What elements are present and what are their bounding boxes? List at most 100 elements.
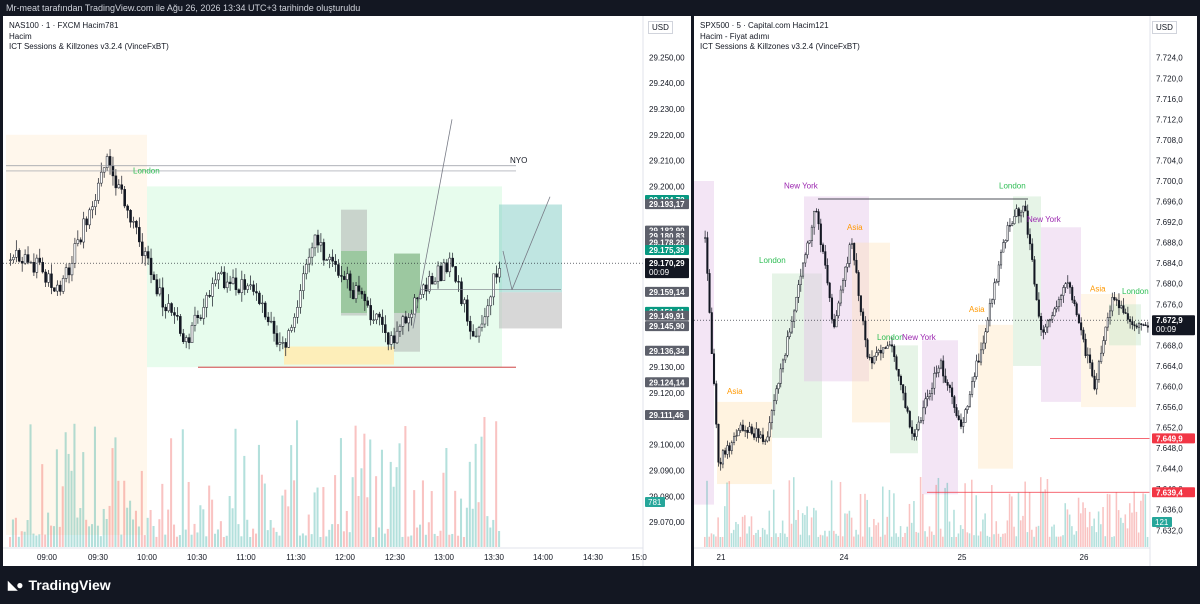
volume-bar: [1133, 491, 1135, 547]
volume-bar: [979, 531, 982, 547]
volume-bar: [471, 508, 474, 547]
candle-body: [44, 271, 47, 283]
candle-body: [410, 313, 413, 318]
price-tick-label: 29.250,00: [649, 53, 685, 62]
price-tick-label: 29.090,00: [649, 466, 685, 475]
volume-bar: [462, 536, 465, 547]
spx500-currency-button[interactable]: USD: [1152, 21, 1177, 34]
spx500-chart-panel[interactable]: Asia London New York Asia London New York Asia…: [694, 16, 1197, 566]
volume-bar: [768, 510, 771, 547]
candle-body: [146, 251, 150, 259]
volume-bar: [167, 509, 170, 547]
volume-bar: [32, 533, 35, 547]
candle-body: [184, 337, 188, 342]
nas100-chart-svg[interactable]: London NYO 29.250,00 29.240,00 29.230,00 29.2…: [3, 16, 691, 566]
volume-bar: [882, 486, 884, 547]
candle-body: [1124, 312, 1127, 314]
nas100-symbol-title[interactable]: NAS100 · 1 · FXCM: [9, 21, 81, 30]
volume-bar: [819, 534, 822, 547]
volume-bar: [1146, 536, 1149, 547]
candle-body: [906, 407, 909, 412]
volume-bar: [468, 461, 471, 547]
time-tick-label: 12:00: [335, 553, 356, 562]
spx500-sessions-indicator[interactable]: ICT Sessions & Killzones v3.2.4 (VinceFx…: [700, 42, 860, 51]
tradingview-logo[interactable]: ◣● TradingView: [8, 577, 111, 593]
volume-bar: [140, 470, 143, 547]
candle-body: [1017, 208, 1020, 217]
volume-bar: [1011, 496, 1013, 547]
candle-body: [425, 284, 428, 292]
volume-bar: [757, 529, 759, 547]
candle-body: [944, 375, 947, 383]
candle-body: [1131, 321, 1134, 326]
volume-bar: [442, 472, 445, 547]
candle-body: [217, 273, 220, 281]
candle-body: [919, 420, 922, 423]
volume-bar: [790, 523, 793, 547]
volume-bar: [222, 536, 225, 547]
session-label: Asia: [969, 305, 985, 314]
candle-body: [181, 333, 185, 342]
candle-body: [287, 330, 290, 348]
candle-body: [915, 429, 918, 437]
candle-body: [857, 272, 860, 296]
spx500-volume-indicator[interactable]: Hacim - Fiyat adımı: [700, 31, 770, 41]
volume-bar: [850, 517, 853, 547]
nas100-currency-button[interactable]: USD: [648, 21, 673, 34]
volume-bar: [910, 522, 913, 547]
price-tick-label: 7.712,0: [1156, 115, 1183, 124]
volume-bar: [752, 535, 755, 547]
volume-bar: [454, 490, 457, 547]
candle-body: [401, 316, 405, 327]
price-label-text: 29.111,46: [649, 411, 684, 420]
volume-bar: [114, 437, 117, 547]
time-tick-label: 14:30: [583, 553, 604, 562]
session-box: [394, 253, 420, 313]
volume-bar: [351, 477, 354, 547]
volume-bar: [76, 517, 79, 547]
volume-bar: [704, 536, 706, 547]
candle-body: [1113, 297, 1116, 300]
volume-bar: [826, 536, 828, 547]
candle-body: [261, 302, 264, 305]
volume-bar: [313, 492, 316, 547]
candle-body: [868, 356, 871, 359]
nas100-volume-indicator[interactable]: Hacim: [9, 31, 32, 41]
candle-body: [404, 316, 408, 324]
volume-bar: [20, 531, 23, 547]
volume-bar: [372, 536, 375, 547]
candle-body: [161, 287, 165, 308]
volume-bar: [173, 524, 176, 547]
candle-body: [322, 242, 326, 261]
candle-body: [1062, 287, 1065, 296]
candle-body: [935, 372, 938, 374]
spx500-symbol-title[interactable]: SPX500 · 5 · Capital.com: [700, 21, 791, 30]
volume-bar: [120, 534, 123, 547]
price-label-text: 29.178,28: [649, 239, 685, 248]
volume-bar: [1097, 511, 1100, 547]
price-label-text: 29.124,14: [649, 378, 685, 387]
volume-bar: [846, 513, 848, 547]
candle-body: [737, 430, 740, 437]
volume-bar: [430, 491, 433, 547]
volume-bar: [726, 482, 728, 547]
candle-body: [392, 335, 396, 344]
volume-bar: [1039, 477, 1042, 547]
nas100-sessions-indicator[interactable]: ICT Sessions & Killzones v3.2.4 (VinceFx…: [9, 42, 169, 51]
candle-body: [1133, 324, 1136, 327]
candle-body: [1104, 326, 1107, 341]
candle-body: [819, 223, 822, 245]
volume-bar: [143, 535, 146, 547]
volume-bar: [1117, 510, 1120, 547]
volume-bar: [44, 534, 47, 547]
candle-body: [911, 426, 914, 434]
volume-bar: [263, 483, 266, 547]
volume-bar: [728, 481, 731, 547]
candle-body: [951, 387, 954, 397]
nas100-chart-panel[interactable]: London NYO 29.250,00 29.240,00 29.230,00 29.2…: [3, 16, 691, 566]
volume-bar: [1013, 526, 1015, 547]
candle-body: [430, 276, 434, 285]
volume-bar: [748, 526, 751, 547]
spx500-volume-label: Hacim: [792, 21, 816, 30]
